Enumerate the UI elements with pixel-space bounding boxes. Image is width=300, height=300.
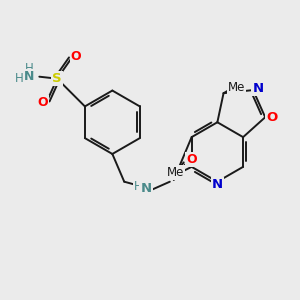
Text: H: H xyxy=(134,180,142,193)
Text: N: N xyxy=(212,178,223,191)
Text: S: S xyxy=(52,72,62,85)
Text: O: O xyxy=(37,96,48,109)
Text: O: O xyxy=(71,50,81,63)
Text: Me: Me xyxy=(167,166,184,179)
Text: N: N xyxy=(140,182,152,195)
Text: H: H xyxy=(25,62,34,75)
Text: Me: Me xyxy=(228,81,245,94)
Text: O: O xyxy=(186,153,197,167)
Text: N: N xyxy=(24,70,34,83)
Text: H: H xyxy=(15,72,24,85)
Text: N: N xyxy=(253,82,264,94)
Text: O: O xyxy=(266,111,278,124)
